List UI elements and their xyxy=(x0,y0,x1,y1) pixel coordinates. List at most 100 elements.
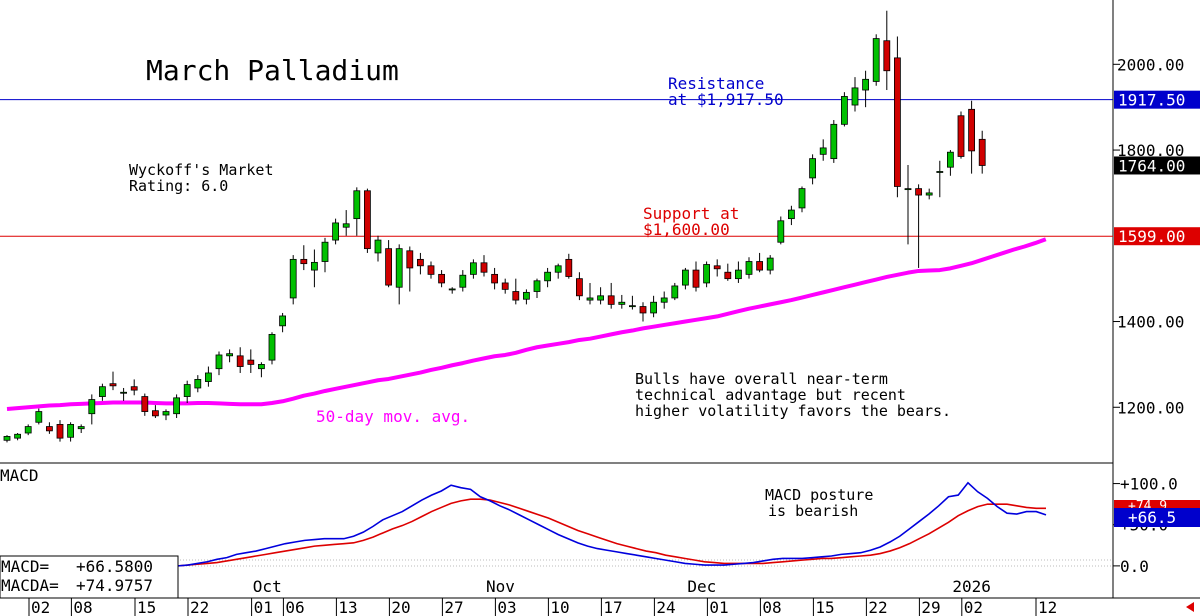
price-tick-label: 1400.00 xyxy=(1117,313,1184,332)
candle-body xyxy=(809,158,816,179)
candle xyxy=(77,424,85,433)
candle xyxy=(650,295,657,318)
candle xyxy=(194,375,202,393)
candle xyxy=(363,188,371,253)
macd-comment-line2: is bearish xyxy=(768,502,858,520)
comment-line2: technical advantage but recent xyxy=(635,386,906,404)
month-label: Nov xyxy=(486,577,515,596)
candle-body xyxy=(745,261,753,275)
macd-tag-text: +66.5 xyxy=(1128,508,1176,527)
date-tick-label: 29 xyxy=(921,598,940,616)
candle xyxy=(24,424,32,436)
candle xyxy=(173,394,181,418)
macd-tick-label: 0.0 xyxy=(1120,557,1149,576)
candle-body xyxy=(469,262,477,275)
candle xyxy=(756,252,763,273)
support-tag-background xyxy=(1114,227,1200,246)
candle-body xyxy=(321,241,329,262)
candle-body xyxy=(162,411,170,416)
rating-label-line1: Wyckoff's Market xyxy=(129,161,274,179)
candle-body xyxy=(385,248,393,286)
last-price-tag: 1764.00 xyxy=(1114,156,1200,175)
candle xyxy=(438,270,446,288)
candle xyxy=(735,261,742,283)
resistance-price-tag: 1917.50 xyxy=(1114,90,1200,110)
candle-body xyxy=(713,265,721,270)
candle-body xyxy=(427,265,435,275)
candle xyxy=(416,252,424,275)
candle-body xyxy=(109,383,117,387)
candle xyxy=(279,312,287,333)
candle-body xyxy=(77,426,85,430)
candle xyxy=(629,295,636,310)
candle-body xyxy=(512,291,520,301)
candle xyxy=(67,422,74,442)
candle-body xyxy=(554,265,562,273)
comment-line1: Bulls have overall near-term xyxy=(635,370,888,388)
month-label: Dec xyxy=(687,577,716,596)
candle xyxy=(533,278,541,298)
candle xyxy=(14,432,22,441)
candle-body xyxy=(215,354,223,370)
resistance-label-line2: at $1,917.50 xyxy=(668,90,784,109)
candle xyxy=(745,257,753,279)
macda-readout-value: +74.9757 xyxy=(76,576,153,595)
candle xyxy=(671,282,679,301)
candle xyxy=(310,249,318,288)
candle xyxy=(639,302,647,322)
candle-body xyxy=(120,391,127,394)
candle xyxy=(554,263,562,279)
candle-body xyxy=(130,386,138,391)
candle-body xyxy=(936,171,944,173)
candle-body xyxy=(692,269,700,288)
candle xyxy=(480,255,488,277)
candle xyxy=(300,245,308,271)
candle xyxy=(618,294,626,309)
candle-body xyxy=(480,262,488,273)
date-tick-label: 10 xyxy=(550,598,569,616)
candle-body xyxy=(947,151,954,168)
candle-body xyxy=(777,220,785,243)
date-tick-label: 22 xyxy=(868,598,887,616)
candle xyxy=(226,349,234,363)
candle xyxy=(56,420,64,442)
candle xyxy=(904,165,912,245)
candle xyxy=(35,408,43,425)
date-tick-label: 12 xyxy=(1038,598,1057,616)
candle xyxy=(523,289,530,305)
candle-body xyxy=(491,273,499,284)
candle xyxy=(841,92,848,127)
moving-average-label: 50-day mov. avg. xyxy=(316,407,470,426)
candle-body xyxy=(363,190,371,250)
candle-body xyxy=(724,271,732,280)
candle xyxy=(819,139,827,161)
date-tick-label: 01 xyxy=(709,598,728,616)
candle xyxy=(777,216,785,245)
candle-body xyxy=(756,261,763,271)
candle xyxy=(788,205,795,226)
candle xyxy=(183,380,191,403)
candle xyxy=(491,267,499,290)
resistance-tag-text: 1917.50 xyxy=(1118,91,1185,110)
date-tick-label: 06 xyxy=(285,598,304,616)
macd-readout-box xyxy=(0,555,179,599)
scroll-left-arrow-icon[interactable] xyxy=(1186,602,1194,612)
date-tick-label: 24 xyxy=(656,598,675,616)
candle-body xyxy=(438,273,446,284)
candle-body xyxy=(883,40,891,72)
candle xyxy=(936,160,944,198)
candle-body xyxy=(46,426,53,432)
candle-body xyxy=(682,269,689,286)
candle xyxy=(427,261,435,279)
candle xyxy=(374,235,382,262)
price-gridlines xyxy=(1113,63,1120,408)
date-tick-labels: 02 08 15 22 01 06 13 20 27 03 10 17 24 01 08 15 22 29 02 12 xyxy=(28,598,1057,616)
month-label: 2026 xyxy=(952,577,991,596)
date-tick-label: 02 xyxy=(964,598,983,616)
date-tick-label: 27 xyxy=(444,598,463,616)
candle-body xyxy=(671,285,679,299)
candle xyxy=(342,210,350,236)
candle-body xyxy=(544,271,551,282)
candle xyxy=(809,154,816,185)
candle xyxy=(862,70,869,108)
